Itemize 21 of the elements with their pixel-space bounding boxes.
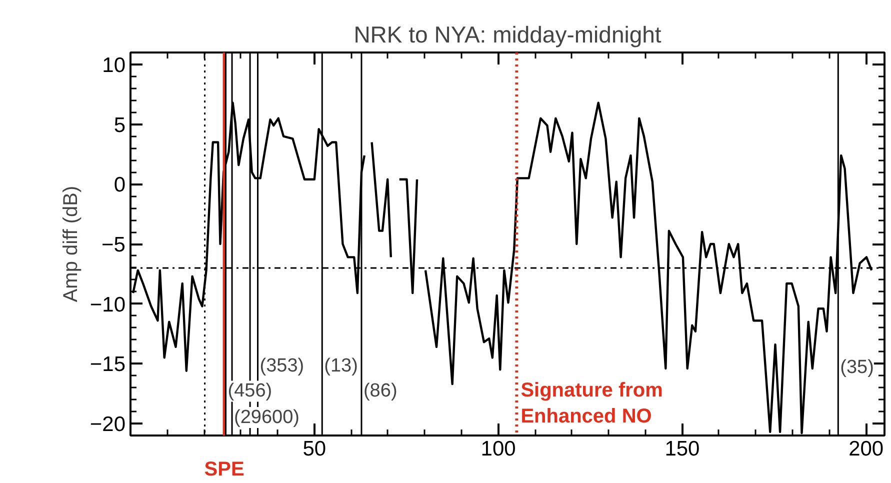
ref-line-label: SPE <box>204 458 244 480</box>
annotation: (86) <box>363 380 398 402</box>
y-tick-label: 10 <box>102 54 126 77</box>
chart-title: NRK to NYA: midday-midnight <box>354 22 662 48</box>
y-tick-label: −20 <box>90 413 126 436</box>
annotation: (13) <box>324 356 358 377</box>
x-tick-label: 50 <box>302 438 326 460</box>
x-tick-label: 200 <box>848 438 884 460</box>
annotation: (353) <box>260 356 304 377</box>
x-tick-label: 150 <box>664 438 700 460</box>
y-axis-title: Amp diff (dB) <box>60 186 82 302</box>
y-tick-label: 0 <box>114 174 126 197</box>
annotation: (456) <box>228 380 272 402</box>
y-tick-label: 5 <box>114 114 126 137</box>
annotation: (35) <box>840 356 874 378</box>
y-tick-label: −10 <box>90 293 126 316</box>
x-tick-label: 100 <box>480 438 516 460</box>
ref-line-label: Signature from Enhanced NO <box>520 380 663 428</box>
y-tick-label: −15 <box>90 353 126 376</box>
annotation: (29600) <box>234 407 300 428</box>
y-tick-label: −5 <box>102 234 126 256</box>
